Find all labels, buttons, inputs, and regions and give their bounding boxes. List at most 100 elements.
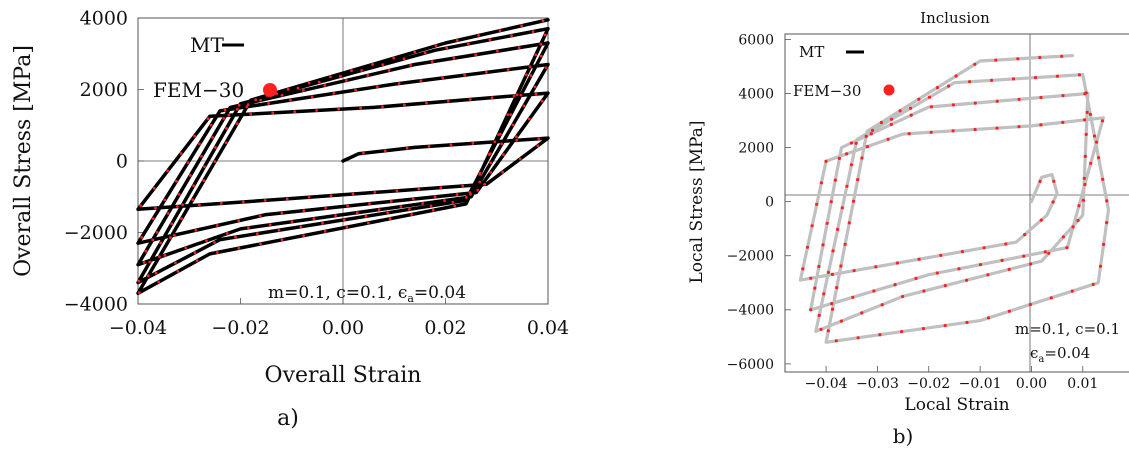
fem-30-point [328,75,332,79]
fem-30-point [1084,91,1088,95]
fem-30-point [315,109,318,112]
panel-b-x-axis-title: Local Strain [904,395,1009,415]
fem-30-point [359,106,362,110]
fem-30-point [367,221,370,225]
fem-30-point [403,103,406,107]
fem-30-point [1083,182,1087,187]
fem-30-point [1033,76,1038,80]
fem-30-point [158,255,161,258]
fem-30-point [506,113,510,116]
fem-30-point [515,135,518,139]
fem-30-point [935,86,940,90]
fem-30-point [157,280,161,284]
fem-30-point [198,142,201,146]
x-tick-label: 0.04 [527,317,569,339]
fem-30-point [834,339,838,343]
fem-30-point [839,264,843,268]
fem-30-point [994,58,998,62]
fem-30-point [280,93,284,97]
fem-30-point [224,141,228,145]
fem-30-point [225,126,228,130]
fem-30-point [430,60,434,64]
fem-30-point [408,208,411,211]
fem-30-point [286,87,290,91]
fem-30-point [417,187,421,191]
fem-30-point [476,188,480,192]
y-tick-label: −6000 [727,357,774,373]
fem-30-point [986,273,990,277]
fem-30-point [831,249,835,253]
panel-b-x-tick-labels: −0.04 −0.03 −0.02 −0.01 0.00 0.01 [805,376,1099,392]
fem-30-point [241,200,245,204]
fem-30-point [872,289,876,293]
fem-30-point [334,214,337,218]
fem-30-point [200,155,203,158]
fem-30-point [364,214,368,218]
fem-30-point [1076,218,1080,223]
fem-30-point [198,203,201,207]
panel-a-x-tick-labels: −0.04 −0.02 0.00 0.02 0.04 [109,317,569,339]
x-tick-label: 0.02 [424,317,466,339]
fem-30-point [870,128,875,132]
fem-30-point [852,269,856,273]
fem-30-point [995,126,999,130]
fem-30-point [1084,132,1088,136]
fem-30-point [386,211,390,215]
fem-30-point [978,263,983,267]
fem-30-point [254,98,257,102]
fem-30-point [909,113,913,117]
fem-30-point [489,171,493,174]
fem-30-point [1085,110,1089,114]
panel-b-axis-ticks [785,39,1084,372]
fem-30-point [174,261,177,265]
fem-30-point [544,66,548,70]
fem-30-point [453,204,457,208]
fem-30-point [455,39,459,42]
fem-30-point [148,260,152,264]
fem-30-point [483,183,486,186]
fem-30-point [249,112,253,116]
fem-30-point [826,270,831,274]
fem-30-point [954,74,958,78]
fem-30-point [510,34,513,38]
fem-30-point [152,186,156,190]
fem-30-point [434,44,438,48]
fem-30-point [193,251,197,255]
fem-30-point [874,265,878,269]
fem-30-point [801,267,805,271]
fem-30-point [1095,140,1099,144]
fem-30-point [466,42,470,46]
fem-30-point [399,205,403,208]
fem-30-point [496,49,499,53]
fem-30-point [860,156,864,160]
fem-30-point [990,78,994,82]
fem-30-point [395,189,399,193]
fem-30-point [215,224,219,227]
fem-30-point [830,307,835,311]
fem-30-point [1038,55,1042,60]
fem-30-point [1007,309,1012,313]
fem-30-point [539,42,543,46]
fem-30-point [1028,302,1032,307]
fem-30-point [215,251,219,254]
x-tick-label: −0.02 [211,317,269,339]
fem-30-point [809,308,813,312]
fem-30-point [211,136,215,139]
fem-30-point [833,178,837,182]
fem-30-point [478,180,482,184]
fem-30-point [184,246,188,250]
fem-30-point [373,191,377,194]
fem-30-point [497,133,500,137]
fem-30-point [366,74,370,77]
fem-30-point [280,211,284,215]
fem-30-point [464,196,468,199]
fem-30-point [154,271,158,275]
fem-30-point [908,106,913,110]
fem-30-point [1102,242,1106,246]
fem-30-point [901,294,905,299]
fem-30-point [519,93,523,97]
fem-30-point [321,221,324,225]
fem-30-point [498,29,502,32]
fem-30-point [446,99,450,103]
fem-30-point [387,69,391,72]
